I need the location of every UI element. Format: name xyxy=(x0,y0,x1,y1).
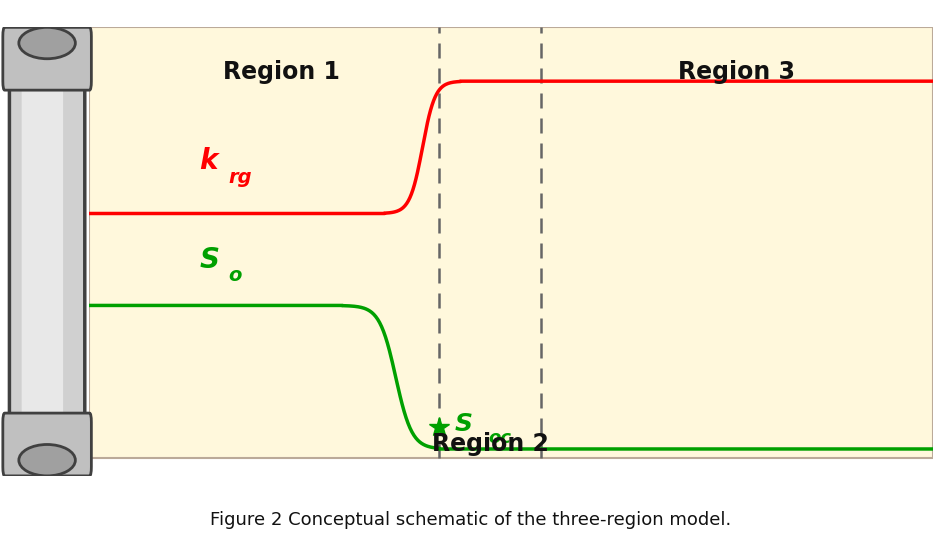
FancyBboxPatch shape xyxy=(89,27,933,458)
Text: Region 2: Region 2 xyxy=(431,433,548,457)
Ellipse shape xyxy=(19,445,75,476)
FancyBboxPatch shape xyxy=(9,5,85,498)
FancyBboxPatch shape xyxy=(3,27,91,90)
Text: rg: rg xyxy=(229,167,252,187)
Text: S: S xyxy=(199,246,219,274)
Text: S: S xyxy=(455,411,473,435)
Text: oc: oc xyxy=(488,429,512,447)
Text: Figure 2 Conceptual schematic of the three-region model.: Figure 2 Conceptual schematic of the thr… xyxy=(210,511,732,528)
FancyBboxPatch shape xyxy=(22,32,63,472)
Text: o: o xyxy=(229,266,242,286)
Ellipse shape xyxy=(19,27,75,59)
Text: Region 1: Region 1 xyxy=(223,60,340,84)
Text: k: k xyxy=(199,147,218,176)
FancyBboxPatch shape xyxy=(3,413,91,476)
Text: Region 3: Region 3 xyxy=(678,60,795,84)
